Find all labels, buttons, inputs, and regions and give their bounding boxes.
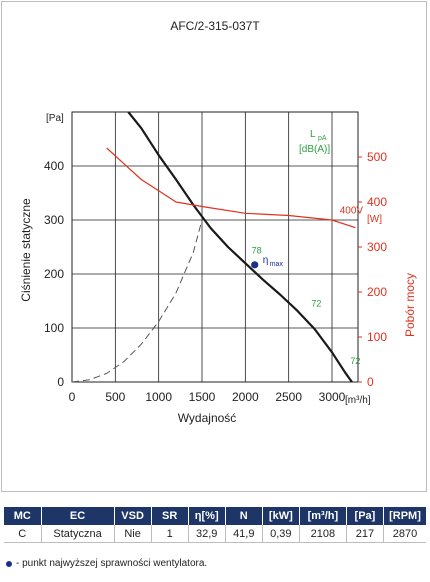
table-header-row: MC EC VSD SR η[%] N [kW] [m³/h] [Pa] [RP… — [4, 507, 426, 525]
fan-curve-chart: AFC/2-315-037T 0 500 1000 1500 2000 2500 3000 … — [19, 19, 417, 425]
x-unit-label: [m³/h] — [345, 395, 371, 406]
y-tick-label: 200 — [44, 267, 64, 281]
col-header: [RPM] — [383, 507, 426, 525]
table-cell: Nie — [113, 525, 152, 543]
y2-tick-label: 400 — [367, 195, 387, 209]
y-axis-title: Ciśnienie statyczne — [19, 198, 33, 302]
y2-tick-label: 500 — [367, 150, 387, 164]
y-tick-label: 400 — [44, 159, 64, 173]
table-cell: 0,39 — [261, 525, 300, 543]
annotations: 400V 78 72 72 η max — [251, 206, 364, 366]
x-tick-label: 1000 — [145, 390, 172, 404]
col-header: MC — [4, 507, 42, 525]
series-lines — [71, 111, 356, 383]
x-tick-label: 1500 — [189, 390, 216, 404]
col-header: SR — [150, 507, 189, 525]
x-tick-label: 2500 — [275, 390, 302, 404]
lpa-label-sub: pA — [318, 135, 327, 142]
eta-max-dot-icon — [6, 560, 12, 567]
lpa-value-label: 72 — [311, 298, 321, 308]
y2-tick-label: 100 — [367, 330, 387, 344]
y2-unit-label: [W] — [367, 214, 382, 225]
y2-axis-title: Pobór mocy — [403, 273, 417, 337]
x-tick-label: 500 — [105, 390, 125, 404]
lpa-label-main: L — [310, 129, 316, 140]
col-header: VSD — [113, 507, 152, 525]
series-label: 400V — [340, 206, 364, 217]
y2-tick-label: 200 — [367, 285, 387, 299]
eta-max-point — [251, 261, 259, 269]
y-tick-label: 300 — [44, 213, 64, 227]
x-tick-label: 3000 — [319, 390, 346, 404]
pressure-curve — [127, 111, 353, 383]
eta-max-label-sub: max — [270, 261, 284, 268]
col-header: η[%] — [187, 507, 226, 525]
col-header: [kW] — [261, 507, 300, 525]
table-cell: 2870 — [383, 525, 426, 543]
x-tick-label: 0 — [69, 390, 76, 404]
table-cell: 2108 — [298, 525, 347, 543]
col-header: N — [224, 507, 263, 525]
y-tick-label: 100 — [44, 321, 64, 335]
col-header: EC — [40, 507, 115, 525]
col-header: [Pa] — [345, 507, 384, 525]
eta-max-label: η — [263, 255, 269, 266]
x-tick-label: 2000 — [232, 390, 259, 404]
lpa-label-unit: [dB(A)] — [299, 144, 330, 155]
y-unit-label: [Pa] — [46, 113, 64, 124]
table-cell: 1 — [150, 525, 189, 543]
footnote: - punkt najwyższej sprawności wentylator… — [6, 558, 207, 569]
y-tick-label: 0 — [57, 375, 64, 389]
lpa-value-label: 72 — [350, 356, 360, 366]
table-cell: 217 — [345, 525, 384, 543]
table-cell: 32,9 — [187, 525, 226, 543]
table-row: C Statyczna Nie 1 32,9 41,9 0,39 2108 21… — [4, 525, 426, 543]
lpa-value-label: 78 — [252, 245, 262, 255]
table-cell: Statyczna — [40, 525, 115, 543]
x-axis-title: Wydajność — [178, 411, 237, 425]
footnote-text: - punkt najwyższej sprawności wentylator… — [16, 558, 208, 569]
y2-tick-label: 300 — [367, 240, 387, 254]
x-tick-labels: 0 500 1000 1500 2000 2500 3000 — [69, 390, 346, 404]
power-curve — [106, 147, 356, 229]
col-header: [m³/h] — [298, 507, 347, 525]
table-cell: 41,9 — [224, 525, 263, 543]
y-tick-labels: 0 100 200 300 400 — [44, 159, 64, 389]
y2-tick-label: 0 — [367, 375, 374, 389]
chart-title: AFC/2-315-037T — [170, 19, 260, 33]
system-curve — [71, 219, 203, 383]
y2-tick-labels: 0 100 200 300 400 500 — [358, 150, 387, 389]
table-cell: C — [4, 525, 42, 543]
plot-frame — [71, 111, 359, 383]
spec-table: MC EC VSD SR η[%] N [kW] [m³/h] [Pa] [RP… — [4, 507, 426, 543]
chart-panel: AFC/2-315-037T 0 500 1000 1500 2000 2500 3000 … — [1, 1, 427, 492]
